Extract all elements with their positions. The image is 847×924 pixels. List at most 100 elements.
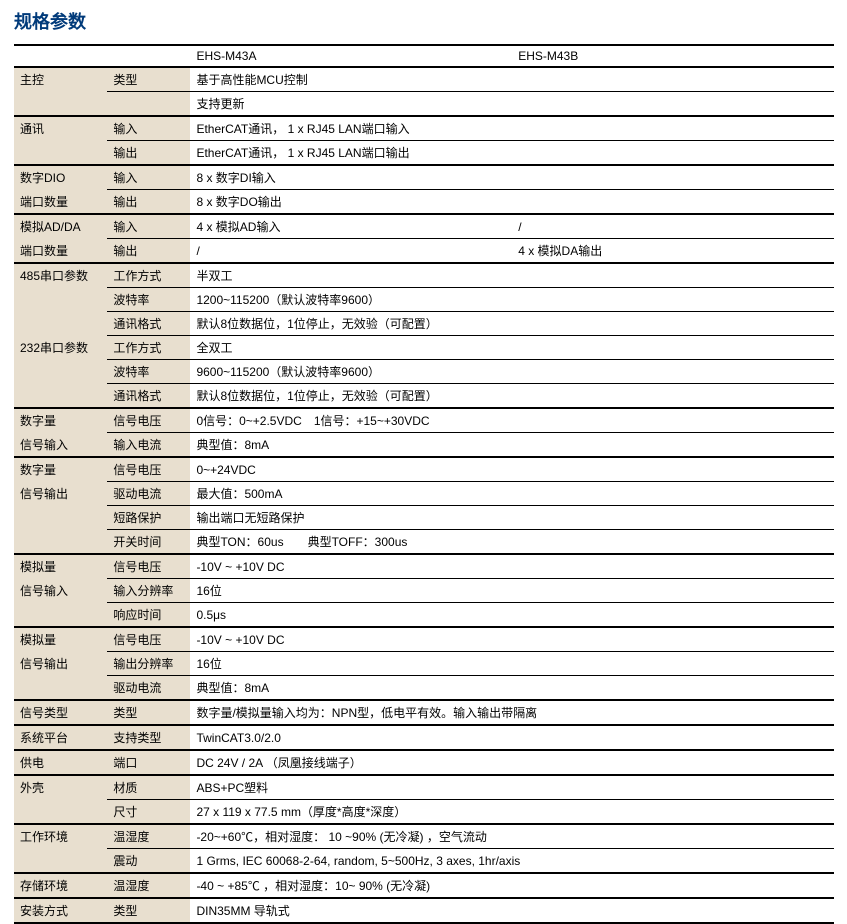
param-cell: 信号电压 [107,554,190,579]
category-cell: 端口数量 [14,190,107,215]
header-model-b: EHS-M43B [512,45,834,67]
value-cell: 典型TON：60us 典型TOFF：300us [190,530,834,555]
param-cell: 类型 [107,898,190,923]
category-cell [14,800,107,825]
param-cell: 温湿度 [107,873,190,898]
header-blank-2 [107,45,190,67]
category-cell: 数字量 [14,408,107,433]
category-cell: 信号类型 [14,700,107,725]
value-cell: 9600~115200（默认波特率9600） [190,360,834,384]
param-cell: 温湿度 [107,824,190,849]
value-cell: 基于高性能MCU控制 [190,67,834,92]
param-cell: 开关时间 [107,530,190,555]
value-cell: 0~+24VDC [190,457,834,482]
value-cell: 支持更新 [190,92,834,117]
category-cell [14,506,107,530]
value-cell: 默认8位数据位，1位停止，无效验（可配置） [190,312,834,336]
value-cell: ABS+PC塑料 [190,775,834,800]
value-cell: 1200~115200（默认波特率9600） [190,288,834,312]
param-cell: 短路保护 [107,506,190,530]
param-cell: 输出 [107,239,190,264]
param-cell: 支持类型 [107,725,190,750]
param-cell: 输入分辨率 [107,579,190,603]
param-cell: 材质 [107,775,190,800]
value-cell: 0信号：0~+2.5VDC 1信号：+15~+30VDC [190,408,834,433]
category-cell: 数字DIO [14,165,107,190]
category-cell: 信号输入 [14,433,107,458]
value-cell: 8 x 数字DI输入 [190,165,834,190]
value-cell: 最大值：500mA [190,482,834,506]
category-cell [14,849,107,874]
category-cell: 模拟量 [14,554,107,579]
param-cell: 震动 [107,849,190,874]
param-cell: 类型 [107,700,190,725]
param-cell: 信号电压 [107,627,190,652]
param-cell: 工作方式 [107,336,190,360]
param-cell: 驱动电流 [107,482,190,506]
value-cell: 16位 [190,652,834,676]
category-cell: 485串口参数 [14,263,107,288]
param-cell: 通讯格式 [107,312,190,336]
category-cell: 信号输入 [14,579,107,603]
header-blank-1 [14,45,107,67]
value-cell: 0.5μs [190,603,834,628]
param-cell: 输入 [107,214,190,239]
param-cell: 响应时间 [107,603,190,628]
value-cell-a: 4 x 模拟AD输入 [190,214,512,239]
value-cell: 输出端口无短路保护 [190,506,834,530]
value-cell: -40 ~ +85℃ ，相对湿度：10~ 90% (无冷凝) [190,873,834,898]
value-cell: 全双工 [190,336,834,360]
value-cell: -10V ~ +10V DC [190,627,834,652]
param-cell [107,92,190,117]
value-cell-a: / [190,239,512,264]
category-cell: 模拟AD/DA [14,214,107,239]
category-cell: 安装方式 [14,898,107,923]
param-cell: 输入电流 [107,433,190,458]
category-cell: 信号输出 [14,482,107,506]
param-cell: 输出 [107,190,190,215]
category-cell: 系统平台 [14,725,107,750]
param-cell: 尺寸 [107,800,190,825]
param-cell: 波特率 [107,288,190,312]
param-cell: 输出 [107,141,190,166]
param-cell: 信号电压 [107,457,190,482]
value-cell: 16位 [190,579,834,603]
value-cell: 默认8位数据位，1位停止，无效验（可配置） [190,384,834,409]
param-cell: 输入 [107,116,190,141]
value-cell-b: / [512,214,834,239]
spec-table: EHS-M43AEHS-M43B主控类型基于高性能MCU控制支持更新通讯输入Et… [14,44,834,924]
value-cell: DIN35MM 导轨式 [190,898,834,923]
category-cell: 数字量 [14,457,107,482]
category-cell: 主控 [14,67,107,92]
value-cell: -20~+60℃，相对湿度： 10 ~90% (无冷凝) ，空气流动 [190,824,834,849]
category-cell [14,530,107,555]
value-cell: 半双工 [190,263,834,288]
param-cell: 通讯格式 [107,384,190,409]
category-cell [14,360,107,384]
value-cell: EtherCAT通讯， 1 x RJ45 LAN端口输出 [190,141,834,166]
param-cell: 输入 [107,165,190,190]
category-cell [14,288,107,312]
param-cell: 输出分辨率 [107,652,190,676]
category-cell: 存储环境 [14,873,107,898]
page-title: 规格参数 [0,0,847,44]
value-cell: 数字量/模拟量输入均为：NPN型，低电平有效。输入输出带隔离 [190,700,834,725]
value-cell: DC 24V / 2A （凤凰接线端子） [190,750,834,775]
category-cell: 端口数量 [14,239,107,264]
header-model-a: EHS-M43A [190,45,512,67]
category-cell [14,603,107,628]
value-cell-b: 4 x 模拟DA输出 [512,239,834,264]
category-cell: 信号输出 [14,652,107,676]
category-cell [14,676,107,701]
param-cell: 波特率 [107,360,190,384]
category-cell: 供电 [14,750,107,775]
category-cell [14,384,107,409]
value-cell: TwinCAT3.0/2.0 [190,725,834,750]
category-cell [14,141,107,166]
value-cell: -10V ~ +10V DC [190,554,834,579]
param-cell: 端口 [107,750,190,775]
param-cell: 驱动电流 [107,676,190,701]
value-cell: 典型值：8mA [190,433,834,458]
value-cell: 8 x 数字DO输出 [190,190,834,215]
category-cell: 工作环境 [14,824,107,849]
